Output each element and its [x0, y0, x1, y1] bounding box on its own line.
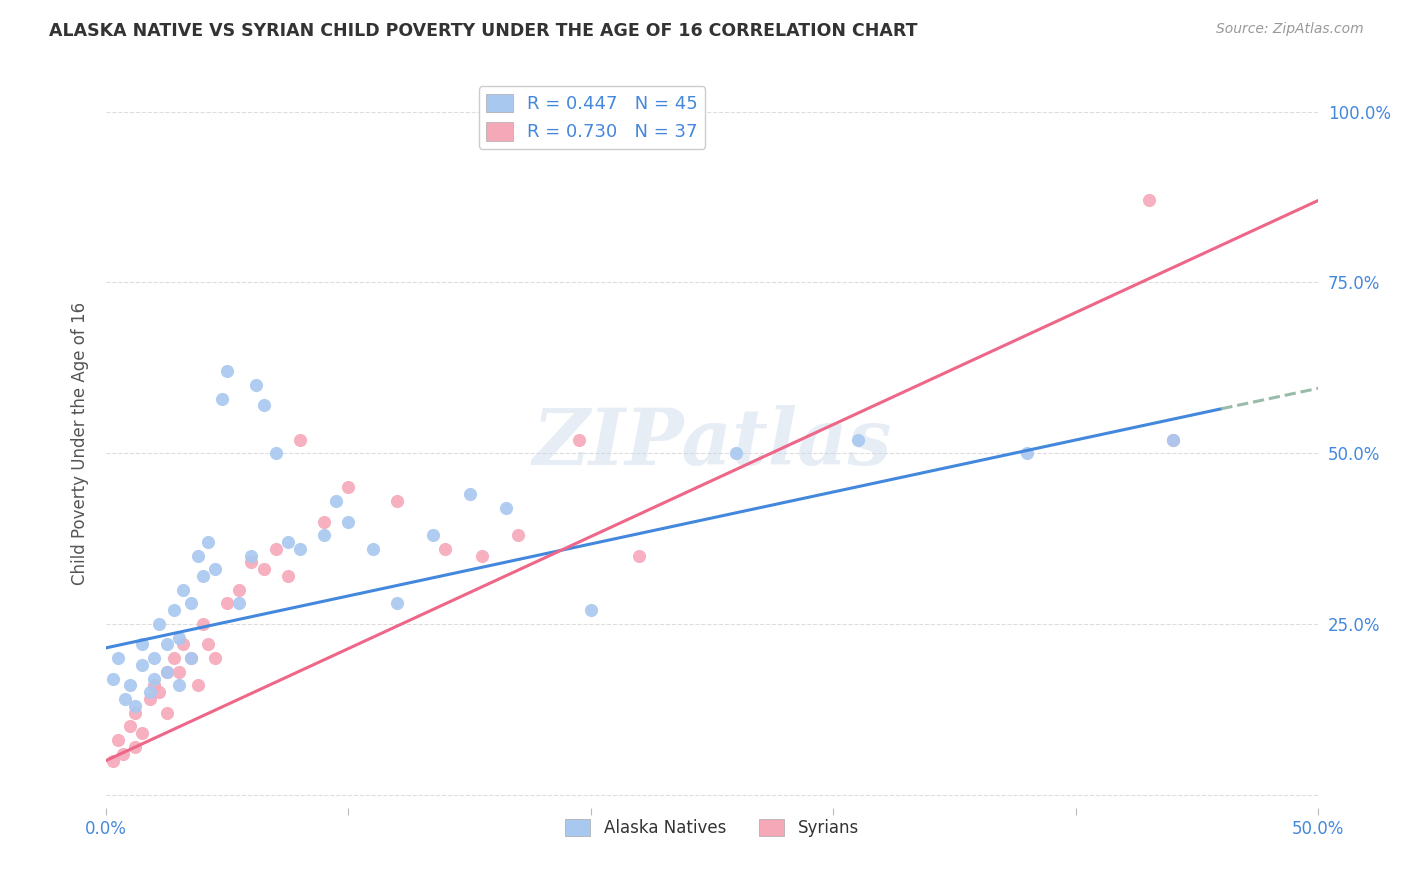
Point — [101, 754, 124, 768]
Point — [1161, 433, 1184, 447]
Point — [579, 603, 602, 617]
Point — [167, 665, 190, 679]
Point — [240, 556, 263, 570]
Point — [568, 433, 591, 447]
Point — [211, 392, 233, 406]
Point — [628, 549, 651, 563]
Point — [131, 638, 153, 652]
Point — [1017, 446, 1039, 460]
Point — [107, 733, 129, 747]
Point — [385, 494, 408, 508]
Point — [191, 569, 214, 583]
Point — [264, 446, 287, 460]
Point — [434, 541, 457, 556]
Point — [163, 651, 186, 665]
Point — [325, 494, 347, 508]
Point — [163, 603, 186, 617]
Point — [120, 678, 142, 692]
Point — [180, 651, 202, 665]
Point — [167, 631, 190, 645]
Point — [471, 549, 494, 563]
Point — [114, 692, 136, 706]
Point — [277, 535, 299, 549]
Point — [107, 651, 129, 665]
Point — [111, 747, 134, 761]
Point — [131, 657, 153, 672]
Point — [508, 528, 530, 542]
Point — [264, 541, 287, 556]
Point — [245, 377, 267, 392]
Point — [846, 433, 869, 447]
Point — [138, 692, 160, 706]
Point — [124, 698, 146, 713]
Point — [385, 597, 408, 611]
Point — [252, 398, 274, 412]
Point — [173, 582, 195, 597]
Point — [101, 672, 124, 686]
Legend: Alaska Natives, Syrians: Alaska Natives, Syrians — [558, 813, 866, 844]
Point — [277, 569, 299, 583]
Text: ZIPatlas: ZIPatlas — [533, 405, 891, 481]
Point — [197, 638, 219, 652]
Point — [228, 597, 250, 611]
Point — [1161, 433, 1184, 447]
Point — [167, 678, 190, 692]
Y-axis label: Child Poverty Under the Age of 16: Child Poverty Under the Age of 16 — [72, 301, 89, 584]
Point — [228, 582, 250, 597]
Point — [422, 528, 444, 542]
Point — [180, 597, 202, 611]
Point — [217, 364, 239, 378]
Point — [143, 678, 166, 692]
Point — [725, 446, 748, 460]
Point — [495, 500, 517, 515]
Point — [314, 515, 336, 529]
Point — [187, 678, 209, 692]
Point — [288, 541, 311, 556]
Point — [252, 562, 274, 576]
Point — [288, 433, 311, 447]
Point — [155, 706, 177, 720]
Point — [240, 549, 263, 563]
Point — [1137, 194, 1160, 208]
Point — [361, 541, 384, 556]
Point — [155, 638, 177, 652]
Point — [155, 665, 177, 679]
Point — [217, 597, 239, 611]
Point — [124, 739, 146, 754]
Point — [120, 719, 142, 733]
Point — [173, 638, 195, 652]
Point — [197, 535, 219, 549]
Point — [143, 672, 166, 686]
Point — [148, 617, 170, 632]
Text: Source: ZipAtlas.com: Source: ZipAtlas.com — [1216, 22, 1364, 37]
Point — [204, 562, 226, 576]
Point — [148, 685, 170, 699]
Point — [131, 726, 153, 740]
Point — [187, 549, 209, 563]
Point — [337, 515, 360, 529]
Point — [138, 685, 160, 699]
Point — [337, 480, 360, 494]
Point — [314, 528, 336, 542]
Point — [143, 651, 166, 665]
Text: ALASKA NATIVE VS SYRIAN CHILD POVERTY UNDER THE AGE OF 16 CORRELATION CHART: ALASKA NATIVE VS SYRIAN CHILD POVERTY UN… — [49, 22, 918, 40]
Point — [124, 706, 146, 720]
Point — [155, 665, 177, 679]
Point — [458, 487, 481, 501]
Point — [180, 651, 202, 665]
Point — [204, 651, 226, 665]
Point — [191, 617, 214, 632]
